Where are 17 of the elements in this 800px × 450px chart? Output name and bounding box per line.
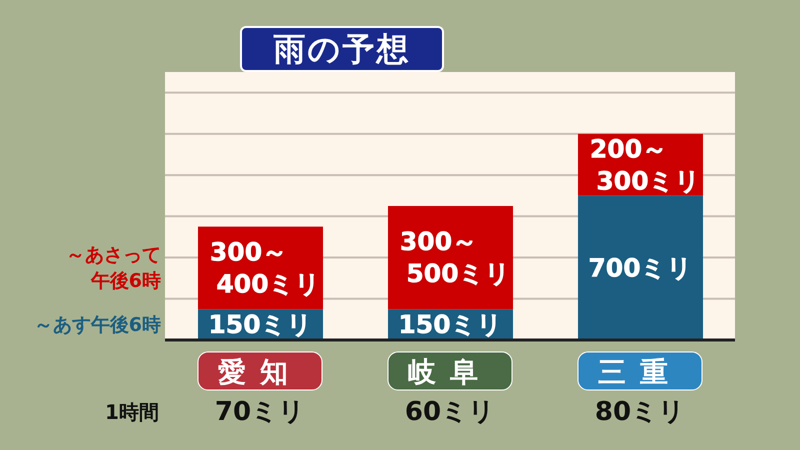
- data-label: 200～ 300ミリ: [590, 134, 701, 196]
- data-label: 150ミリ: [208, 310, 313, 340]
- series-label: ～あさって午後6時: [65, 242, 161, 294]
- bar: [578, 196, 703, 340]
- text: 1時間: [104, 399, 160, 426]
- data-label: 150ミリ: [398, 310, 503, 340]
- text: 80ミリ: [594, 396, 686, 428]
- chart-title: 雨の予想: [240, 26, 444, 72]
- data-label: 300～ 500ミリ: [400, 227, 511, 288]
- text: 70ミリ: [214, 396, 306, 428]
- series-label: ～あす午後6時: [34, 312, 161, 338]
- x-tick-label: 三重: [598, 356, 682, 388]
- x-tick-label: 岐阜: [408, 356, 492, 388]
- data-label: 300～ 400ミリ: [210, 237, 321, 298]
- x-tick-label: 愛知: [218, 356, 302, 388]
- text: 60ミリ: [404, 396, 496, 428]
- data-label: 700ミリ: [588, 253, 693, 282]
